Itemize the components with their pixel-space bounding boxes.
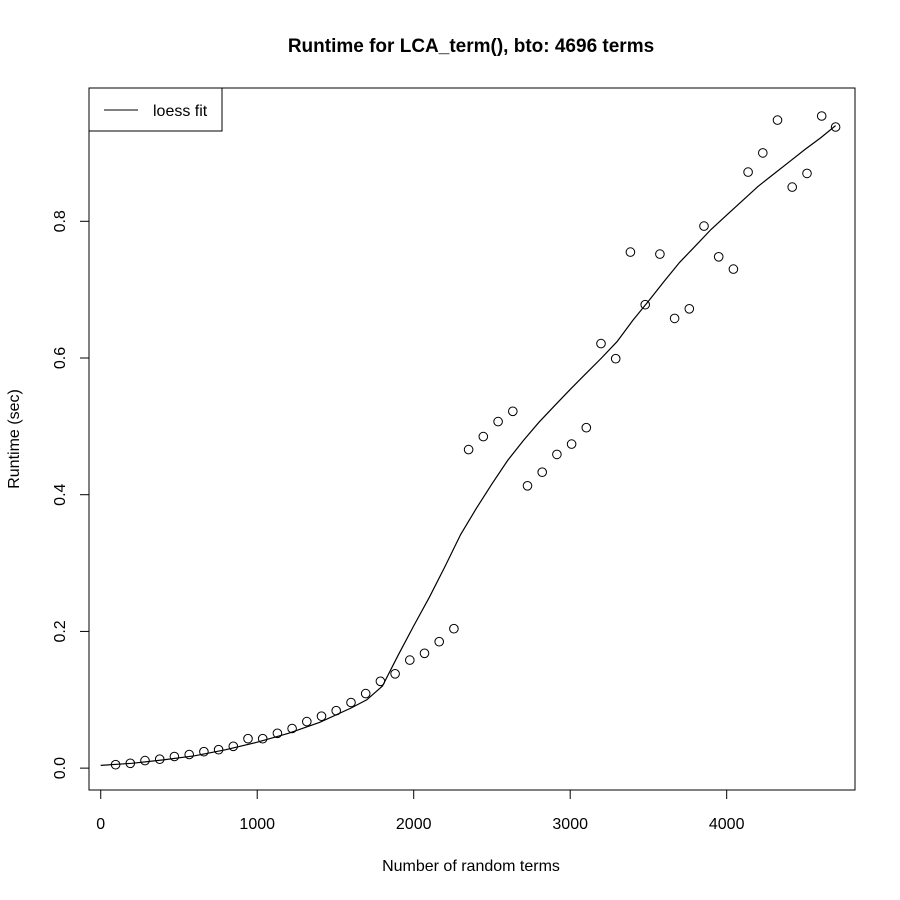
data-point bbox=[302, 716, 312, 727]
data-point bbox=[728, 264, 739, 274]
data-point bbox=[110, 759, 121, 770]
data-point bbox=[508, 406, 518, 417]
data-point bbox=[419, 648, 430, 659]
data-point bbox=[596, 338, 606, 349]
data-point bbox=[478, 431, 489, 442]
x-tick-label: 2000 bbox=[396, 816, 432, 833]
data-point bbox=[213, 744, 224, 755]
data-point bbox=[375, 676, 386, 687]
loess-fit-line bbox=[100, 125, 836, 766]
data-point bbox=[169, 751, 180, 762]
data-point bbox=[228, 741, 239, 752]
data-point bbox=[405, 655, 415, 665]
data-point bbox=[316, 711, 327, 722]
data-point bbox=[287, 723, 297, 734]
data-point bbox=[743, 167, 753, 177]
data-point bbox=[493, 416, 503, 427]
data-point bbox=[449, 623, 459, 634]
y-tick-label: 0.0 bbox=[52, 757, 69, 779]
data-point bbox=[684, 304, 695, 314]
data-point bbox=[625, 247, 636, 257]
data-point bbox=[272, 728, 283, 739]
loess-fit-series bbox=[100, 125, 836, 766]
y-tick-label: 0.4 bbox=[52, 483, 69, 505]
data-point bbox=[772, 115, 783, 125]
data-point bbox=[257, 733, 268, 744]
x-axis: 0 1000 2000 3000 4000 bbox=[96, 789, 745, 833]
data-point bbox=[346, 697, 356, 708]
plot-frame bbox=[88, 87, 856, 791]
y-tick-label: 0.8 bbox=[52, 210, 69, 232]
y-axis: 0.0 0.2 0.4 0.6 0.8 bbox=[52, 210, 90, 779]
x-axis-label: Number of random terms bbox=[382, 858, 560, 875]
data-point bbox=[830, 122, 841, 132]
data-point bbox=[566, 439, 577, 449]
data-point bbox=[154, 754, 165, 765]
legend-label: loess fit bbox=[153, 103, 208, 120]
data-point bbox=[125, 758, 136, 769]
data-point bbox=[802, 168, 812, 179]
data-point bbox=[199, 746, 209, 757]
x-tick-label: 4000 bbox=[709, 816, 745, 833]
data-point bbox=[360, 688, 371, 699]
x-tick-label: 3000 bbox=[552, 816, 588, 833]
data-point bbox=[816, 111, 827, 121]
y-axis-label: Runtime (sec) bbox=[6, 389, 23, 489]
data-point bbox=[552, 449, 562, 460]
data-point bbox=[758, 148, 768, 158]
data-point bbox=[434, 636, 445, 647]
legend: loess fit bbox=[88, 87, 223, 132]
data-point bbox=[610, 353, 621, 364]
data-point bbox=[243, 733, 253, 744]
data-point bbox=[140, 755, 150, 766]
data-point bbox=[331, 705, 342, 716]
data-point bbox=[522, 481, 533, 491]
y-tick-label: 0.6 bbox=[52, 347, 69, 369]
data-point bbox=[581, 422, 592, 433]
data-point bbox=[390, 669, 400, 679]
data-point bbox=[184, 749, 194, 760]
data-point bbox=[699, 221, 709, 231]
data-point bbox=[669, 313, 680, 324]
data-point bbox=[463, 444, 474, 455]
x-tick-label: 1000 bbox=[239, 816, 275, 833]
y-tick-label: 0.2 bbox=[52, 620, 69, 642]
data-point bbox=[537, 467, 548, 478]
chart-title: Runtime for LCA_term(), bto: 4696 terms bbox=[288, 36, 654, 57]
data-point bbox=[640, 299, 651, 310]
x-tick-label: 0 bbox=[96, 816, 105, 833]
observed-points-series bbox=[110, 111, 841, 770]
data-point bbox=[713, 251, 724, 262]
data-point bbox=[787, 182, 798, 192]
data-point bbox=[655, 249, 665, 259]
